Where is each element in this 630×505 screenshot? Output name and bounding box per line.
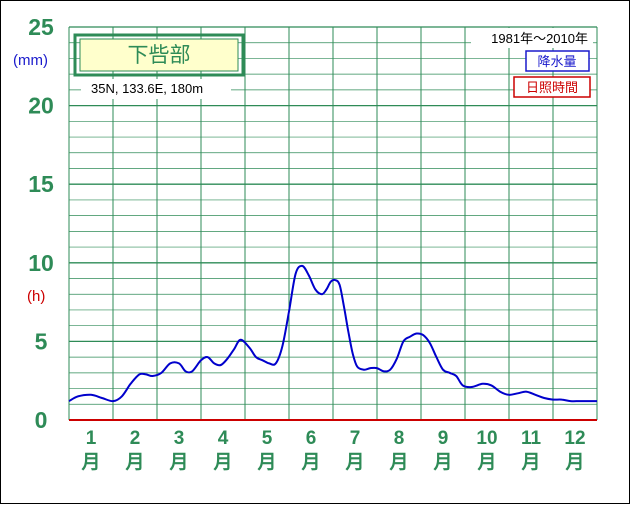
y-tick-label: 20: [28, 93, 54, 119]
legend-precip-box: [525, 50, 590, 72]
x-tick-suffix: 月: [344, 452, 364, 473]
period-label: 1981年〜2010年: [491, 31, 588, 46]
chart-title: 下呰部: [128, 44, 191, 67]
x-tick-label: 11: [521, 428, 542, 449]
x-tick-label: 7: [350, 428, 361, 449]
x-tick-suffix: 月: [212, 452, 232, 473]
x-tick-suffix: 月: [124, 452, 144, 473]
x-tick-suffix: 月: [388, 452, 408, 473]
location-label: 35N, 133.6E, 180m: [91, 81, 203, 96]
y-tick-label: 25: [28, 14, 54, 40]
x-tick-label: 8: [394, 428, 405, 449]
title-box: [79, 38, 239, 72]
grid: [68, 26, 598, 421]
x-tick-label: 6: [306, 428, 317, 449]
x-axis-ticks: 1 月 2 月 3 月 4 月 5 月 6 月 7 月 8 月 9 月 10 月 11 月 12 月: [80, 428, 585, 473]
x-tick-suffix: 月: [256, 452, 276, 473]
sunshine-unit-label: (h): [27, 288, 45, 305]
x-tick-suffix: 月: [476, 452, 496, 473]
legend-sunshine: 日照時間: [526, 80, 578, 95]
legend-sun-box: [513, 76, 591, 98]
precip-unit-label: (mm): [13, 52, 48, 69]
x-tick-label: 10: [476, 428, 497, 449]
y-tick-label: 10: [28, 250, 54, 276]
y-tick-label: 5: [35, 328, 48, 354]
x-tick-suffix: 月: [432, 452, 452, 473]
x-tick-label: 2: [130, 428, 141, 449]
precip-series-line: [68, 264, 597, 403]
location-bg: [81, 79, 231, 99]
y-tick-label: 15: [28, 171, 54, 197]
legend-precip: 降水量: [537, 54, 576, 69]
x-tick-suffix: 月: [564, 452, 584, 473]
x-tick-label: 9: [438, 428, 449, 449]
x-tick-suffix: 月: [520, 452, 540, 473]
x-tick-suffix: 月: [168, 452, 188, 473]
x-tick-suffix: 月: [80, 452, 100, 473]
x-tick-label: 5: [262, 428, 273, 449]
x-tick-label: 3: [174, 428, 185, 449]
x-tick-label: 4: [218, 428, 229, 449]
x-tick-suffix: 月: [300, 452, 320, 473]
title-box-outer: [73, 33, 245, 77]
x-tick-label: 1: [86, 428, 97, 449]
x-tick-label: 12: [564, 428, 585, 449]
period-bg: [471, 28, 593, 48]
y-tick-label: 0: [35, 407, 48, 433]
y-axis-ticks: 0 5 10 15 20 25: [28, 14, 54, 433]
